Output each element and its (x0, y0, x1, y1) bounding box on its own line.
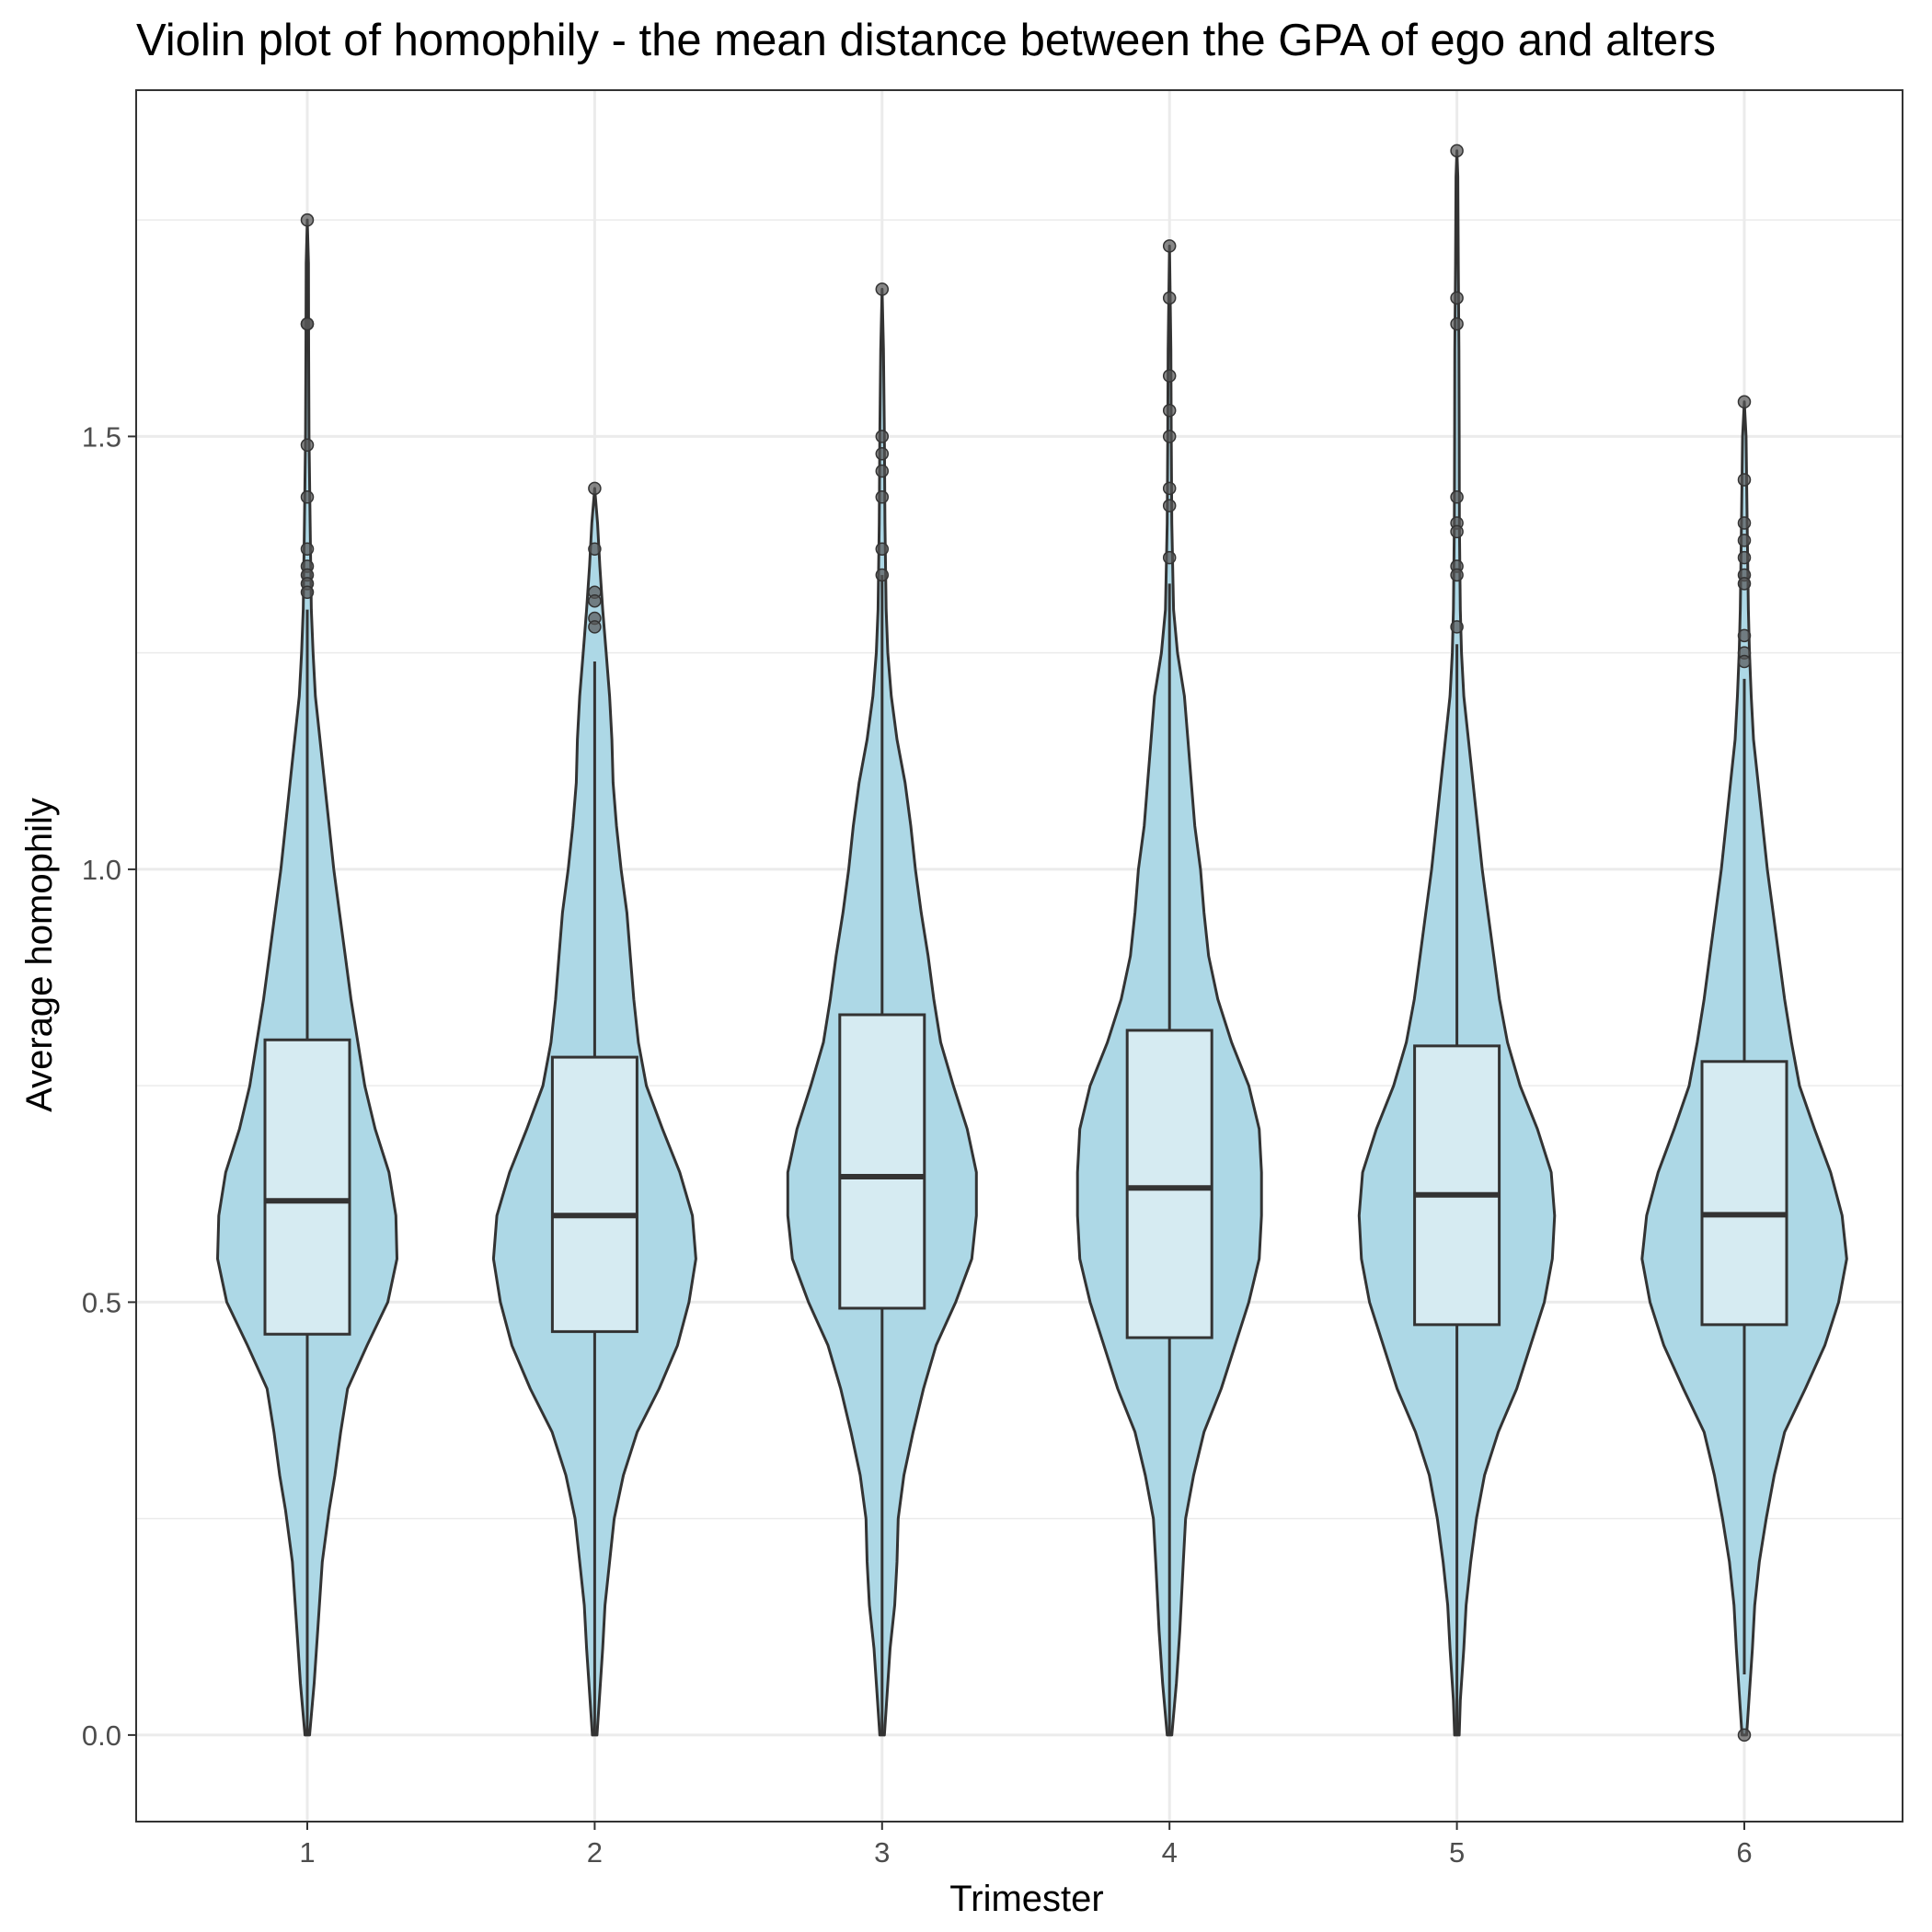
boxplots (263, 574, 1788, 1735)
outlier-point (1162, 481, 1177, 496)
y-axis-title: Average homophily (19, 798, 60, 1112)
outlier-point (588, 620, 602, 634)
outlier-point (1162, 291, 1177, 305)
outlier-point (875, 542, 890, 556)
outlier-point (1450, 524, 1464, 539)
box-trimester-4 (1125, 1029, 1213, 1340)
outlier-point (1737, 1728, 1752, 1742)
x-tick-label: 1 (299, 1836, 315, 1869)
box-trimester-6 (1700, 1060, 1788, 1327)
outlier-point (588, 542, 602, 556)
outlier-point (1737, 534, 1752, 547)
outlier-point (1737, 654, 1752, 669)
outlier-point (1162, 430, 1177, 443)
outlier-point (875, 464, 890, 478)
x-tick-label: 2 (587, 1836, 603, 1869)
outlier-point (1737, 628, 1752, 643)
outlier-point (1450, 490, 1464, 504)
box-trimester-3 (838, 1013, 926, 1310)
outlier-point (300, 585, 315, 600)
axes: 0.0 0.5 1.0 1.5 1 2 3 4 5 6 (82, 420, 1753, 1869)
x-tick-label: 6 (1736, 1836, 1752, 1869)
outlier-points (300, 144, 1752, 1742)
outlier-point (1450, 316, 1464, 331)
y-tick-label: 1.5 (82, 420, 121, 453)
outlier-point (1737, 516, 1752, 530)
outlier-point (300, 490, 315, 504)
outlier-point (1450, 620, 1464, 634)
outlier-point (1162, 499, 1177, 512)
outlier-point (875, 490, 890, 504)
box-trimester-1 (263, 1038, 351, 1336)
outlier-point (875, 568, 890, 582)
outlier-point (300, 213, 315, 227)
chart-title: Violin plot of homophily - the mean dist… (136, 16, 1716, 65)
outlier-point (300, 438, 315, 453)
outlier-point (1450, 291, 1464, 305)
outlier-point (1162, 550, 1177, 565)
outlier-point (588, 481, 602, 496)
outlier-point (300, 542, 315, 556)
outlier-point (1162, 369, 1177, 383)
y-tick-label: 0.0 (82, 1719, 121, 1752)
outlier-point (1737, 473, 1752, 487)
outlier-point (1450, 144, 1464, 158)
outlier-point (875, 446, 890, 461)
outlier-point (588, 593, 602, 608)
panel-border (135, 89, 1903, 1823)
grid-lines (136, 90, 1903, 1822)
outlier-point (1162, 403, 1177, 418)
outlier-point (875, 430, 890, 443)
outlier-point (1737, 395, 1752, 409)
y-tick-label: 1.0 (82, 854, 121, 886)
box-trimester-5 (1413, 1044, 1501, 1327)
outlier-point (1450, 568, 1464, 582)
outlier-point (1737, 577, 1752, 591)
x-axis-title: Trimester (949, 1879, 1103, 1919)
box-trimester-2 (550, 1055, 638, 1333)
x-tick-label: 3 (874, 1836, 890, 1869)
outlier-point (1737, 550, 1752, 565)
outlier-point (875, 282, 890, 296)
violins (216, 149, 1848, 1737)
outlier-point (300, 316, 315, 331)
x-tick-label: 5 (1449, 1836, 1465, 1869)
y-tick-label: 0.5 (82, 1286, 121, 1318)
outlier-point (1162, 239, 1177, 253)
x-tick-label: 4 (1162, 1836, 1178, 1869)
